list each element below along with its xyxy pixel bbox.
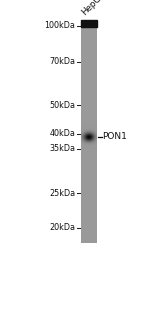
Text: HepG2: HepG2 [80,0,107,17]
Bar [81,20,97,27]
Text: 35kDa: 35kDa [49,144,75,153]
Text: 70kDa: 70kDa [49,57,75,66]
Text: 20kDa: 20kDa [49,223,75,232]
Text: 50kDa: 50kDa [49,101,75,110]
Text: 100kDa: 100kDa [44,22,75,31]
Text: PON1: PON1 [103,132,128,141]
Text: 40kDa: 40kDa [49,129,75,138]
Text: 25kDa: 25kDa [49,189,75,198]
